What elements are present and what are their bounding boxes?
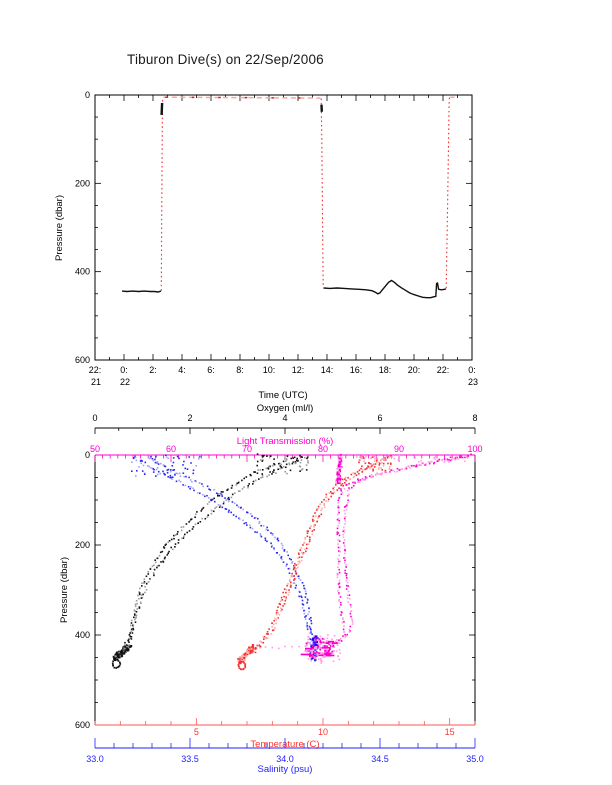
top-x-tick-label: 2:	[149, 365, 157, 375]
oxygen-tick-label: 2	[187, 413, 192, 423]
oxygen-tick-label: 4	[282, 413, 287, 423]
series-light-bottom-dense	[300, 637, 338, 660]
light-tick-label: 50	[90, 444, 100, 454]
top-x-tick-label: 0:	[468, 365, 476, 375]
top-x-day-label: 23	[468, 377, 478, 387]
top-x-day-label: 21	[91, 377, 101, 387]
oxygen-tick-label: 6	[377, 413, 382, 423]
salinity-tick-label: 34.0	[276, 754, 294, 764]
top-x-tick-label: 22:	[89, 365, 102, 375]
light-tick-label: 70	[242, 444, 252, 454]
series-light-upcast	[333, 453, 472, 649]
top-x-tick-label: 6:	[207, 365, 215, 375]
top-y-tick-label: 0	[85, 90, 90, 100]
series-oxygen-downcast	[118, 454, 303, 656]
temperature-tick-label: 5	[194, 727, 199, 737]
bottom-plot-series	[111, 453, 472, 671]
salinity-tick-label: 33.5	[181, 754, 199, 764]
top-x-tick-label: 20:	[408, 365, 421, 375]
series-salinity-upcast	[133, 457, 313, 650]
top-y-tick-label: 400	[75, 267, 90, 277]
bottom-y-tick-label: 0	[85, 450, 90, 460]
series-temperature-bottom-core	[237, 644, 257, 665]
oxygen-tick-label: 0	[92, 413, 97, 423]
top-y-tick-label: 600	[75, 355, 90, 365]
series-temperature-bottom-ring	[237, 660, 247, 671]
series-light-spike-connector	[257, 645, 300, 650]
temperature-tick-label: 15	[445, 727, 455, 737]
bottom-y-tick-label: 400	[75, 630, 90, 640]
salinity-tick-label: 34.5	[371, 754, 389, 764]
light-axis-title: Light Transmission (%)	[237, 436, 334, 447]
top-x-tick-label: 18:	[379, 365, 392, 375]
salinity-tick-label: 33.0	[86, 754, 104, 764]
bottom-y-tick-label: 600	[75, 720, 90, 730]
series-oxygen-bottom-core	[112, 644, 133, 662]
bottom-ylabel: Pressure (dbar)	[59, 557, 70, 623]
bottom-y-tick-label: 200	[75, 540, 90, 550]
top-x-tick-label: 14:	[321, 365, 334, 375]
page-title: Tiburon Dive(s) on 22/Sep/2006	[127, 52, 324, 67]
light-tick-label: 80	[318, 444, 328, 454]
salinity-axis-title: Salinity (psu)	[258, 764, 313, 775]
bottom-plot: 0 200 400 600 Pressure (dbar) 0 2 4 6 8 Oxygen (ml…	[59, 403, 484, 775]
top-ylabel: Pressure (dbar)	[54, 195, 65, 261]
series-ascent-1-surface-mark	[160, 102, 164, 115]
top-x-tick-label: 10:	[263, 365, 276, 375]
series-light-bottom-fringe	[304, 634, 341, 664]
series-ascent-1	[160, 98, 164, 291]
series-temperature-upcast	[251, 455, 389, 654]
temperature-tick-label: 10	[318, 727, 328, 737]
series-light-surface-noise	[356, 454, 466, 463]
top-plot-axes: 22: 21 0: 22 2: 4: 6: 8: 10: 12: 14: 16: 18: 20: 22: 0:…	[54, 90, 478, 401]
oxygen-tick-label: 8	[472, 413, 477, 423]
axis-light: 50 60 70 80 90 100 Light Transmission (%)	[90, 436, 483, 462]
top-plot-series	[121, 96, 455, 299]
series-temperature-downcast	[248, 458, 382, 656]
series-light-shallow-dense	[335, 453, 343, 485]
top-xlabel: Time (UTC)	[258, 390, 307, 401]
top-x-tick-label: 4:	[178, 365, 186, 375]
axis-oxygen: 0 2 4 6 8 Oxygen (ml/l)	[92, 403, 478, 434]
series-salinity-surface-cluster	[131, 454, 201, 478]
salinity-tick-label: 35.0	[466, 754, 484, 764]
series-oxygen-surface-cluster	[256, 453, 309, 475]
top-x-day-label: 22	[120, 377, 130, 387]
series-surface-transit	[163, 96, 321, 99]
top-x-tick-label: 22:	[437, 365, 450, 375]
light-tick-label: 100	[467, 444, 482, 454]
series-oxygen-bottom-ring	[111, 658, 122, 669]
light-tick-label: 60	[166, 444, 176, 454]
series-on-bottom-leg-2	[323, 279, 447, 299]
oxygen-axis-title: Oxygen (ml/l)	[257, 403, 313, 414]
series-descent-2	[320, 98, 324, 287]
top-plot: 22: 21 0: 22 2: 4: 6: 8: 10: 12: 14: 16: 18: 20: 22: 0:…	[54, 90, 478, 401]
series-light-downcast	[332, 455, 468, 647]
top-x-tick-label: 0:	[120, 365, 128, 375]
series-ascent-2	[445, 97, 451, 289]
axis-salinity: 33.0 33.5 34.0 34.5 35.0 Salinity (psu)	[86, 738, 484, 775]
light-tick-label: 90	[394, 444, 404, 454]
bottom-plot-axes: 0 200 400 600 Pressure (dbar) 0 2 4 6 8 Oxygen (ml…	[59, 403, 484, 775]
top-x-tick-label: 16:	[350, 365, 363, 375]
top-x-tick-label: 8:	[236, 365, 244, 375]
top-plot-frame	[94, 94, 473, 361]
series-on-bottom-leg-1	[121, 290, 162, 293]
top-x-tick-label: 12:	[292, 365, 305, 375]
top-y-tick-label: 200	[75, 178, 90, 188]
series-oxygen-upcast	[121, 456, 309, 658]
